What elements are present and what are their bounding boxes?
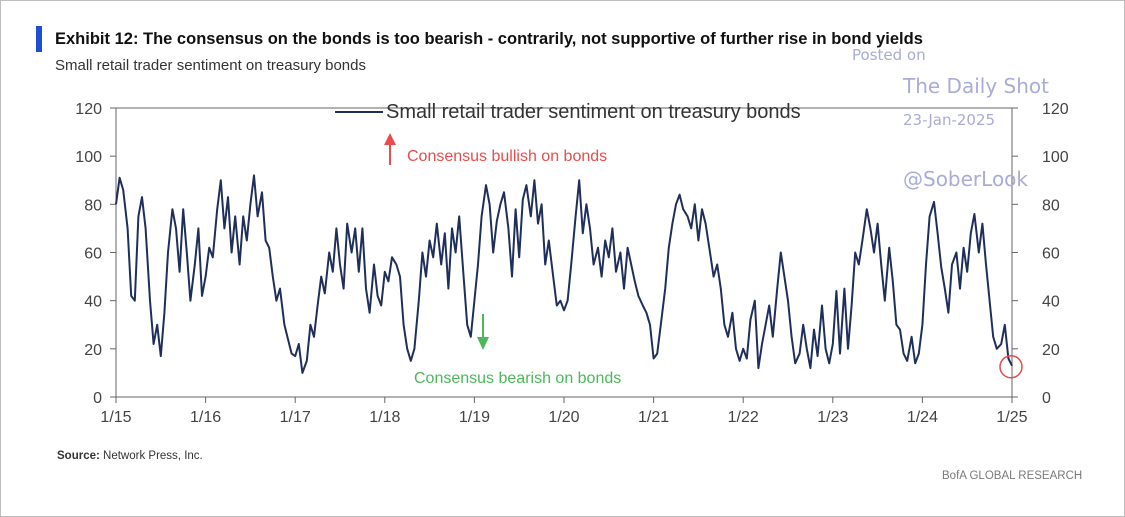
x-tick-label: 1/24: [907, 409, 938, 426]
source-note: Source: Network Press, Inc.: [57, 450, 203, 462]
y-tick-label-right: 60: [1042, 246, 1060, 263]
exhibit-subtitle: Small retail trader sentiment on treasur…: [55, 57, 366, 74]
watermark-handle: @SoberLook: [903, 167, 1028, 191]
x-tick-label: 1/22: [728, 409, 759, 426]
x-tick-label: 1/16: [190, 409, 221, 426]
latest-value-highlight-circle: [999, 354, 1023, 379]
y-tick-label-left: 80: [84, 197, 102, 214]
y-tick-label-right: 120: [1042, 101, 1069, 118]
bearish-annotation: Consensus bearish on bonds: [414, 370, 621, 387]
x-tick-label: 1/15: [100, 409, 131, 426]
y-tick-label-left: 20: [84, 342, 102, 359]
y-tick-label-right: 0: [1042, 390, 1051, 407]
y-tick-label-right: 100: [1042, 149, 1069, 166]
x-tick-label: 1/25: [996, 409, 1027, 426]
source-label: Source:: [57, 450, 100, 462]
title-accent-bar: [36, 26, 42, 52]
legend-label: Small retail trader sentiment on treasur…: [386, 101, 801, 123]
x-tick-label: 1/17: [280, 409, 311, 426]
watermark-posted: Posted on: [852, 46, 926, 64]
sentiment-series-line: [115, 174, 1013, 374]
y-tick-label-right: 20: [1042, 342, 1060, 359]
watermark-date: 23-Jan-2025: [903, 111, 996, 129]
watermark-site: The Daily Shot: [903, 74, 1049, 98]
y-tick-label-right: 80: [1042, 197, 1060, 214]
source-text: Network Press, Inc.: [103, 450, 203, 462]
chart-legend: Small retail trader sentiment on treasur…: [335, 101, 801, 123]
y-tick-label-left: 60: [84, 246, 102, 263]
exhibit-title: Exhibit 12: The consensus on the bonds i…: [55, 30, 923, 48]
y-tick-label-left: 0: [93, 390, 102, 407]
y-tick-label-left: 120: [75, 101, 102, 118]
bullish-annotation: Consensus bullish on bonds: [407, 148, 607, 165]
footer-brand: BofA GLOBAL RESEARCH: [942, 470, 1083, 482]
x-tick-label: 1/23: [817, 409, 848, 426]
x-tick-label: 1/19: [459, 409, 490, 426]
x-tick-label: 1/20: [548, 409, 579, 426]
x-tick-label: 1/21: [638, 409, 669, 426]
y-tick-label-left: 40: [84, 294, 102, 311]
x-tick-label: 1/18: [369, 409, 400, 426]
y-tick-label-left: 100: [75, 149, 102, 166]
bullish-arrow-icon: [384, 133, 396, 145]
y-tick-label-right: 40: [1042, 294, 1060, 311]
bearish-arrow-icon: [477, 337, 489, 350]
